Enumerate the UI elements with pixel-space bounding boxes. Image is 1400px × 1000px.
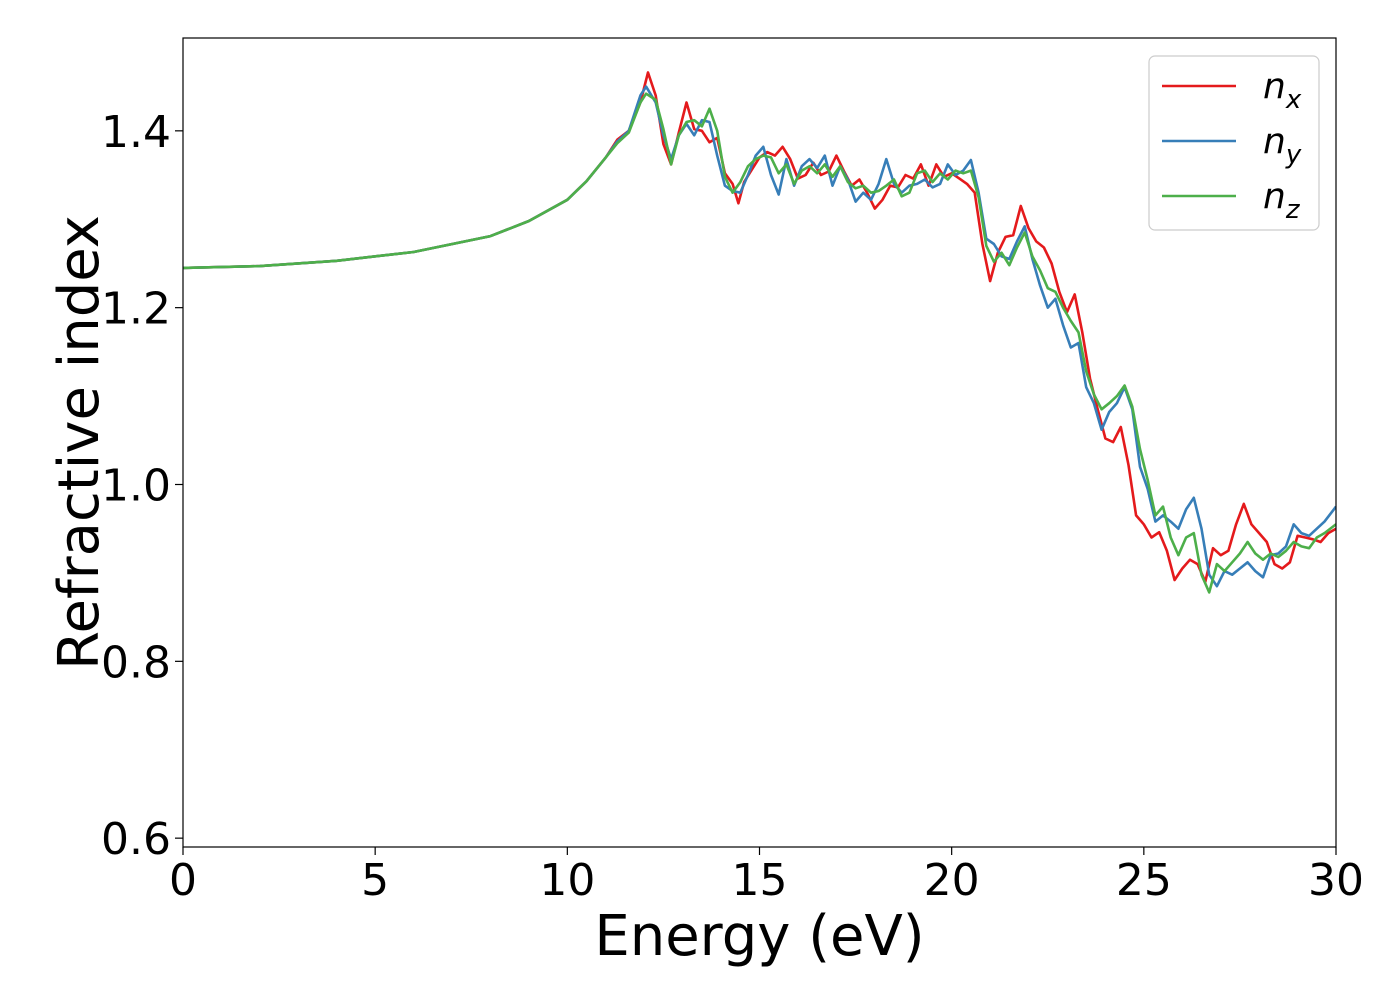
legend-label-subscript: x bbox=[1285, 85, 1302, 115]
legend-label-base: n bbox=[1263, 176, 1286, 217]
y-tick-label: 0.8 bbox=[101, 637, 171, 688]
plot-frame bbox=[182, 37, 1337, 848]
legend-label-nz: nz bbox=[1263, 176, 1301, 225]
y-tick-label: 1.4 bbox=[101, 107, 171, 158]
legend-label-subscript: y bbox=[1285, 140, 1302, 170]
y-tick-label: 1.0 bbox=[101, 460, 171, 511]
plot-area bbox=[183, 71, 1336, 594]
legend-label-base: n bbox=[1263, 121, 1286, 162]
x-tick-label: 10 bbox=[539, 855, 595, 906]
x-tick-label: 25 bbox=[1116, 855, 1172, 906]
legend-box bbox=[1148, 55, 1320, 231]
y-axis-ticks: 0.6 0.8 1.0 1.2 1.4 bbox=[101, 107, 183, 865]
legend-label-nx: nx bbox=[1263, 66, 1302, 115]
x-tick-label: 20 bbox=[924, 855, 980, 906]
x-tick-label: 30 bbox=[1308, 855, 1364, 906]
y-tick-label: 0.6 bbox=[101, 814, 171, 865]
x-tick-label: 0 bbox=[169, 855, 197, 906]
x-tick-label: 5 bbox=[361, 855, 389, 906]
y-axis-title: Refractive index bbox=[47, 215, 112, 670]
x-axis-ticks: 0 5 10 15 20 25 30 bbox=[169, 847, 1364, 906]
x-axis-title: Energy (eV) bbox=[594, 904, 924, 969]
legend-label-subscript: z bbox=[1285, 195, 1301, 225]
series-line-nz bbox=[183, 92, 1336, 594]
x-tick-label: 15 bbox=[732, 855, 788, 906]
legend-label-base: n bbox=[1263, 66, 1286, 107]
y-tick-label: 1.2 bbox=[101, 284, 171, 335]
legend-label-ny: ny bbox=[1263, 121, 1302, 170]
